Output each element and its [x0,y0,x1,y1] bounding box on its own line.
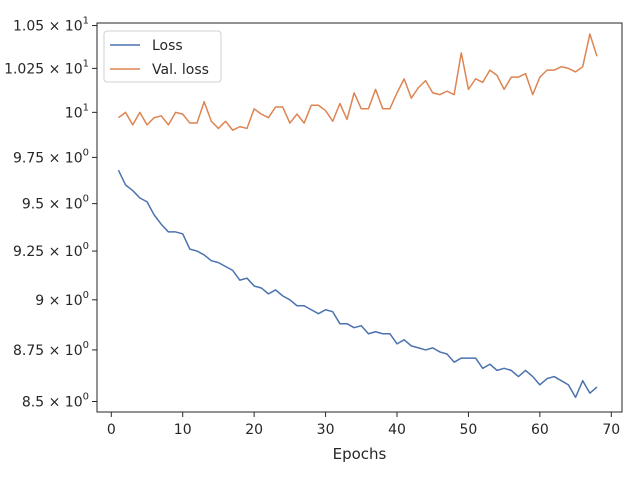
y-tick-mantissa: 8.5 [22,395,44,411]
x-tick-label: 40 [388,422,406,438]
y-tick-mantissa: 1.05 [13,19,44,35]
x-tick-label: 20 [245,422,263,438]
y-tick-base: 10 [65,61,83,77]
y-axis-ticks: 8.5 × 100 8.75 × 100 9 × 100 9.25 × 100 9.5 … [4,16,97,411]
y-tick-exponent: 0 [83,340,89,351]
y-tick-base: 10 [65,19,83,35]
plot-lines [117,33,598,399]
x-tick-label: 0 [107,422,116,438]
y-tick-mantissa: 1.025 [4,61,44,77]
y-tick-mantissa: 9.5 [22,197,44,213]
y-tick-label: 1.025 × 101 [4,58,89,77]
y-tick-base: 10 [65,395,83,411]
x-tick-label: 70 [602,422,620,438]
plot-frame [96,22,623,413]
y-tick-exponent: 0 [83,290,89,301]
y-tick-exponent: 1 [83,16,89,27]
y-tick-exponent: 1 [83,58,89,69]
y-tick-base: 10 [65,343,83,359]
y-tick-label: 1.05 × 101 [13,16,89,35]
y-tick-label: 8.5 × 100 [22,392,89,411]
y-tick-base: 10 [65,105,83,121]
y-tick-label: 8.75 × 100 [13,340,89,359]
y-tick-label: 9 × 100 [35,290,89,309]
y-tick-exponent: 1 [83,102,89,113]
y-tick-exponent: 0 [83,392,89,403]
legend: Loss Val. loss [103,30,222,83]
y-tick-label: 9.25 × 100 [13,241,89,260]
y-tick-exponent: 0 [83,147,89,158]
y-tick-mantissa: 9 [35,293,44,309]
y-tick-label: 9.75 × 100 [13,147,89,166]
x-axis-ticks: 0 10 20 30 40 50 60 70 [107,412,620,438]
legend-label-0: Loss [152,38,183,54]
y-tick-label: 9.5 × 100 [22,194,89,213]
y-tick-base: 10 [65,293,83,309]
x-tick-label: 30 [317,422,335,438]
y-tick-exponent: 0 [83,241,89,252]
series-line-1 [117,33,598,131]
y-tick-base: 10 [65,197,83,213]
legend-label-1: Val. loss [152,62,209,78]
y-tick-label: 101 [65,102,89,121]
x-axis-label: Epochs [333,445,387,463]
x-tick-label: 50 [460,422,478,438]
y-tick-mantissa: 8.75 [13,343,44,359]
y-tick-base: 10 [65,244,83,260]
y-tick-exponent: 0 [83,194,89,205]
y-tick-base: 10 [65,150,83,166]
series-line-0 [117,169,598,399]
y-tick-mantissa: 9.75 [13,150,44,166]
y-tick-mantissa: 9.25 [13,244,44,260]
x-tick-label: 60 [531,422,549,438]
x-tick-label: 10 [174,422,192,438]
